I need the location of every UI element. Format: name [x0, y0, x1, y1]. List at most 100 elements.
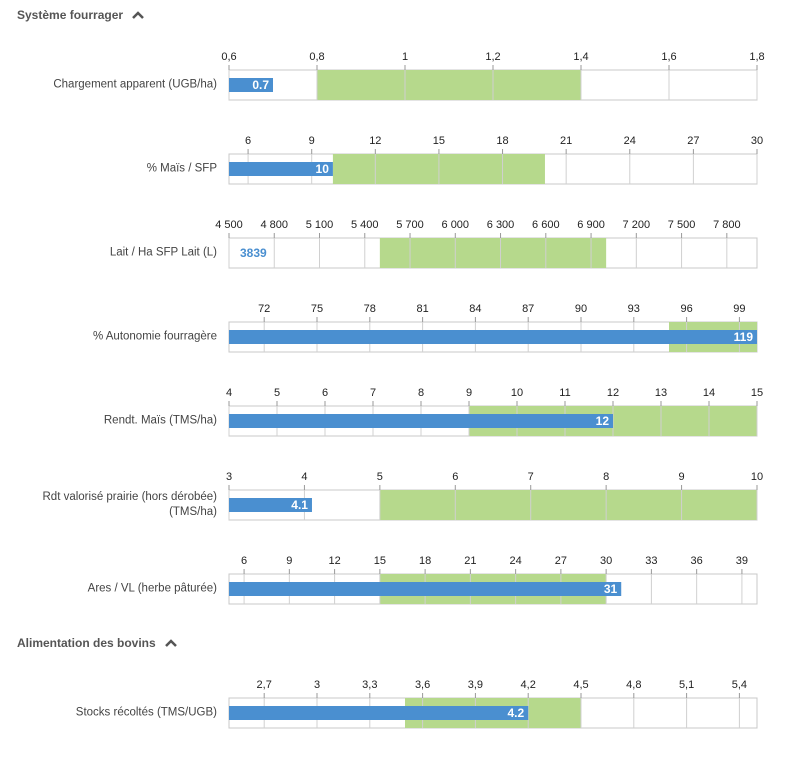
value-bar: [229, 706, 529, 720]
x-tick-label: 18: [496, 135, 508, 147]
x-tick-label: 6 600: [532, 219, 560, 231]
x-tick-label: 36: [691, 555, 703, 567]
x-tick-label: 27: [555, 555, 567, 567]
x-tick-label: 2,7: [257, 679, 272, 691]
x-tick-label: 27: [687, 135, 699, 147]
row-label: Rendt. Maïs (TMS/ha): [103, 414, 217, 427]
x-tick-label: 30: [751, 135, 763, 147]
x-tick-label: 11: [559, 387, 570, 399]
x-tick-label: 4: [301, 471, 307, 483]
target-range: [379, 490, 757, 520]
collapse-icon: [164, 639, 177, 647]
x-tick-label: 4,5: [573, 679, 588, 691]
x-tick-label: 5 100: [306, 219, 334, 231]
x-tick-label: 93: [628, 303, 640, 315]
x-tick-label: 90: [575, 303, 587, 315]
x-tick-label: 1,2: [485, 51, 500, 63]
x-tick-label: 9: [286, 555, 292, 567]
x-tick-label: 1,4: [573, 51, 588, 63]
value-bar: [229, 78, 273, 92]
x-tick-label: 15: [433, 135, 445, 147]
x-tick-label: 96: [680, 303, 692, 315]
row-label: Lait / Ha SFP Lait (L): [109, 246, 217, 259]
x-tick-label: 9: [309, 135, 315, 147]
value-label: 4.2: [508, 706, 525, 720]
x-tick-label: 24: [624, 135, 636, 147]
x-tick-label: 8: [418, 387, 424, 399]
x-tick-label: 1,6: [661, 51, 676, 63]
x-tick-label: 5: [274, 387, 280, 399]
x-tick-label: 10: [751, 471, 763, 483]
x-tick-label: 8: [603, 471, 609, 483]
x-tick-label: 0,8: [309, 51, 324, 63]
value-bar: [229, 330, 757, 344]
value-bar: [229, 414, 613, 428]
x-tick-label: 87: [522, 303, 534, 315]
row-label: % Autonomie fourragère: [92, 330, 217, 343]
x-tick-label: 1,8: [749, 51, 764, 63]
x-tick-label: 6: [245, 135, 251, 147]
x-tick-label: 5: [377, 471, 383, 483]
x-tick-label: 3,6: [415, 679, 430, 691]
x-tick-label: 5 700: [396, 219, 424, 231]
x-tick-label: 4 800: [260, 219, 288, 231]
row-label: Chargement apparent (UGB/ha): [53, 78, 217, 91]
x-tick-label: 21: [464, 555, 476, 567]
value-bar: [229, 498, 312, 512]
value-label: 3839: [240, 246, 267, 260]
value-label: 10: [316, 162, 330, 176]
x-tick-label: 1: [402, 51, 408, 63]
value-label: 0.7: [252, 78, 269, 92]
x-tick-label: 13: [655, 387, 667, 399]
x-tick-label: 7: [528, 471, 534, 483]
x-tick-label: 12: [328, 555, 340, 567]
x-tick-label: 12: [607, 387, 619, 399]
x-tick-label: 4: [226, 387, 232, 399]
x-tick-label: 7: [370, 387, 376, 399]
x-tick-label: 18: [419, 555, 431, 567]
x-tick-label: 15: [751, 387, 763, 399]
value-label: 31: [604, 582, 618, 596]
collapse-icon: [132, 11, 144, 19]
x-tick-label: 30: [600, 555, 612, 567]
row-label: Ares / VL (herbe pâturée): [87, 582, 217, 595]
x-tick-label: 3: [314, 679, 320, 691]
x-tick-label: 5 400: [351, 219, 379, 231]
x-tick-label: 7 200: [623, 219, 651, 231]
x-tick-label: 7 500: [668, 219, 696, 231]
target-range: [317, 70, 581, 100]
x-tick-label: 9: [466, 387, 472, 399]
x-tick-label: 4,2: [521, 679, 536, 691]
row-label: Rdt valorisé prairie (hors dérobée) (TMS…: [42, 491, 218, 518]
section-title: Alimentation des bovins: [17, 636, 156, 650]
value-label: 12: [596, 414, 610, 428]
target-range: [379, 238, 607, 268]
section-header[interactable]: Système fourrager: [17, 8, 145, 22]
x-tick-label: 78: [364, 303, 376, 315]
value-bar: [229, 162, 333, 176]
x-tick-label: 3,3: [362, 679, 377, 691]
x-tick-label: 7 800: [713, 219, 741, 231]
x-tick-label: 4 500: [215, 219, 243, 231]
x-tick-label: 24: [510, 555, 522, 567]
value-label: 4.1: [291, 498, 308, 512]
x-tick-label: 3: [226, 471, 232, 483]
x-tick-label: 33: [645, 555, 657, 567]
x-tick-label: 81: [416, 303, 428, 315]
x-tick-label: 9: [679, 471, 685, 483]
x-tick-label: 99: [733, 303, 745, 315]
x-tick-label: 15: [374, 555, 386, 567]
x-tick-label: 3,9: [468, 679, 483, 691]
x-tick-label: 72: [258, 303, 270, 315]
row-label: Stocks récoltés (TMS/UGB): [75, 706, 217, 719]
x-tick-label: 12: [369, 135, 381, 147]
section-header[interactable]: Alimentation des bovins: [17, 636, 178, 650]
row-label: % Maïs / SFP: [146, 162, 217, 175]
x-tick-label: 6: [241, 555, 247, 567]
x-tick-label: 5,1: [679, 679, 694, 691]
value-label: 119: [734, 330, 754, 344]
x-tick-label: 39: [736, 555, 748, 567]
x-tick-label: 84: [469, 303, 481, 315]
